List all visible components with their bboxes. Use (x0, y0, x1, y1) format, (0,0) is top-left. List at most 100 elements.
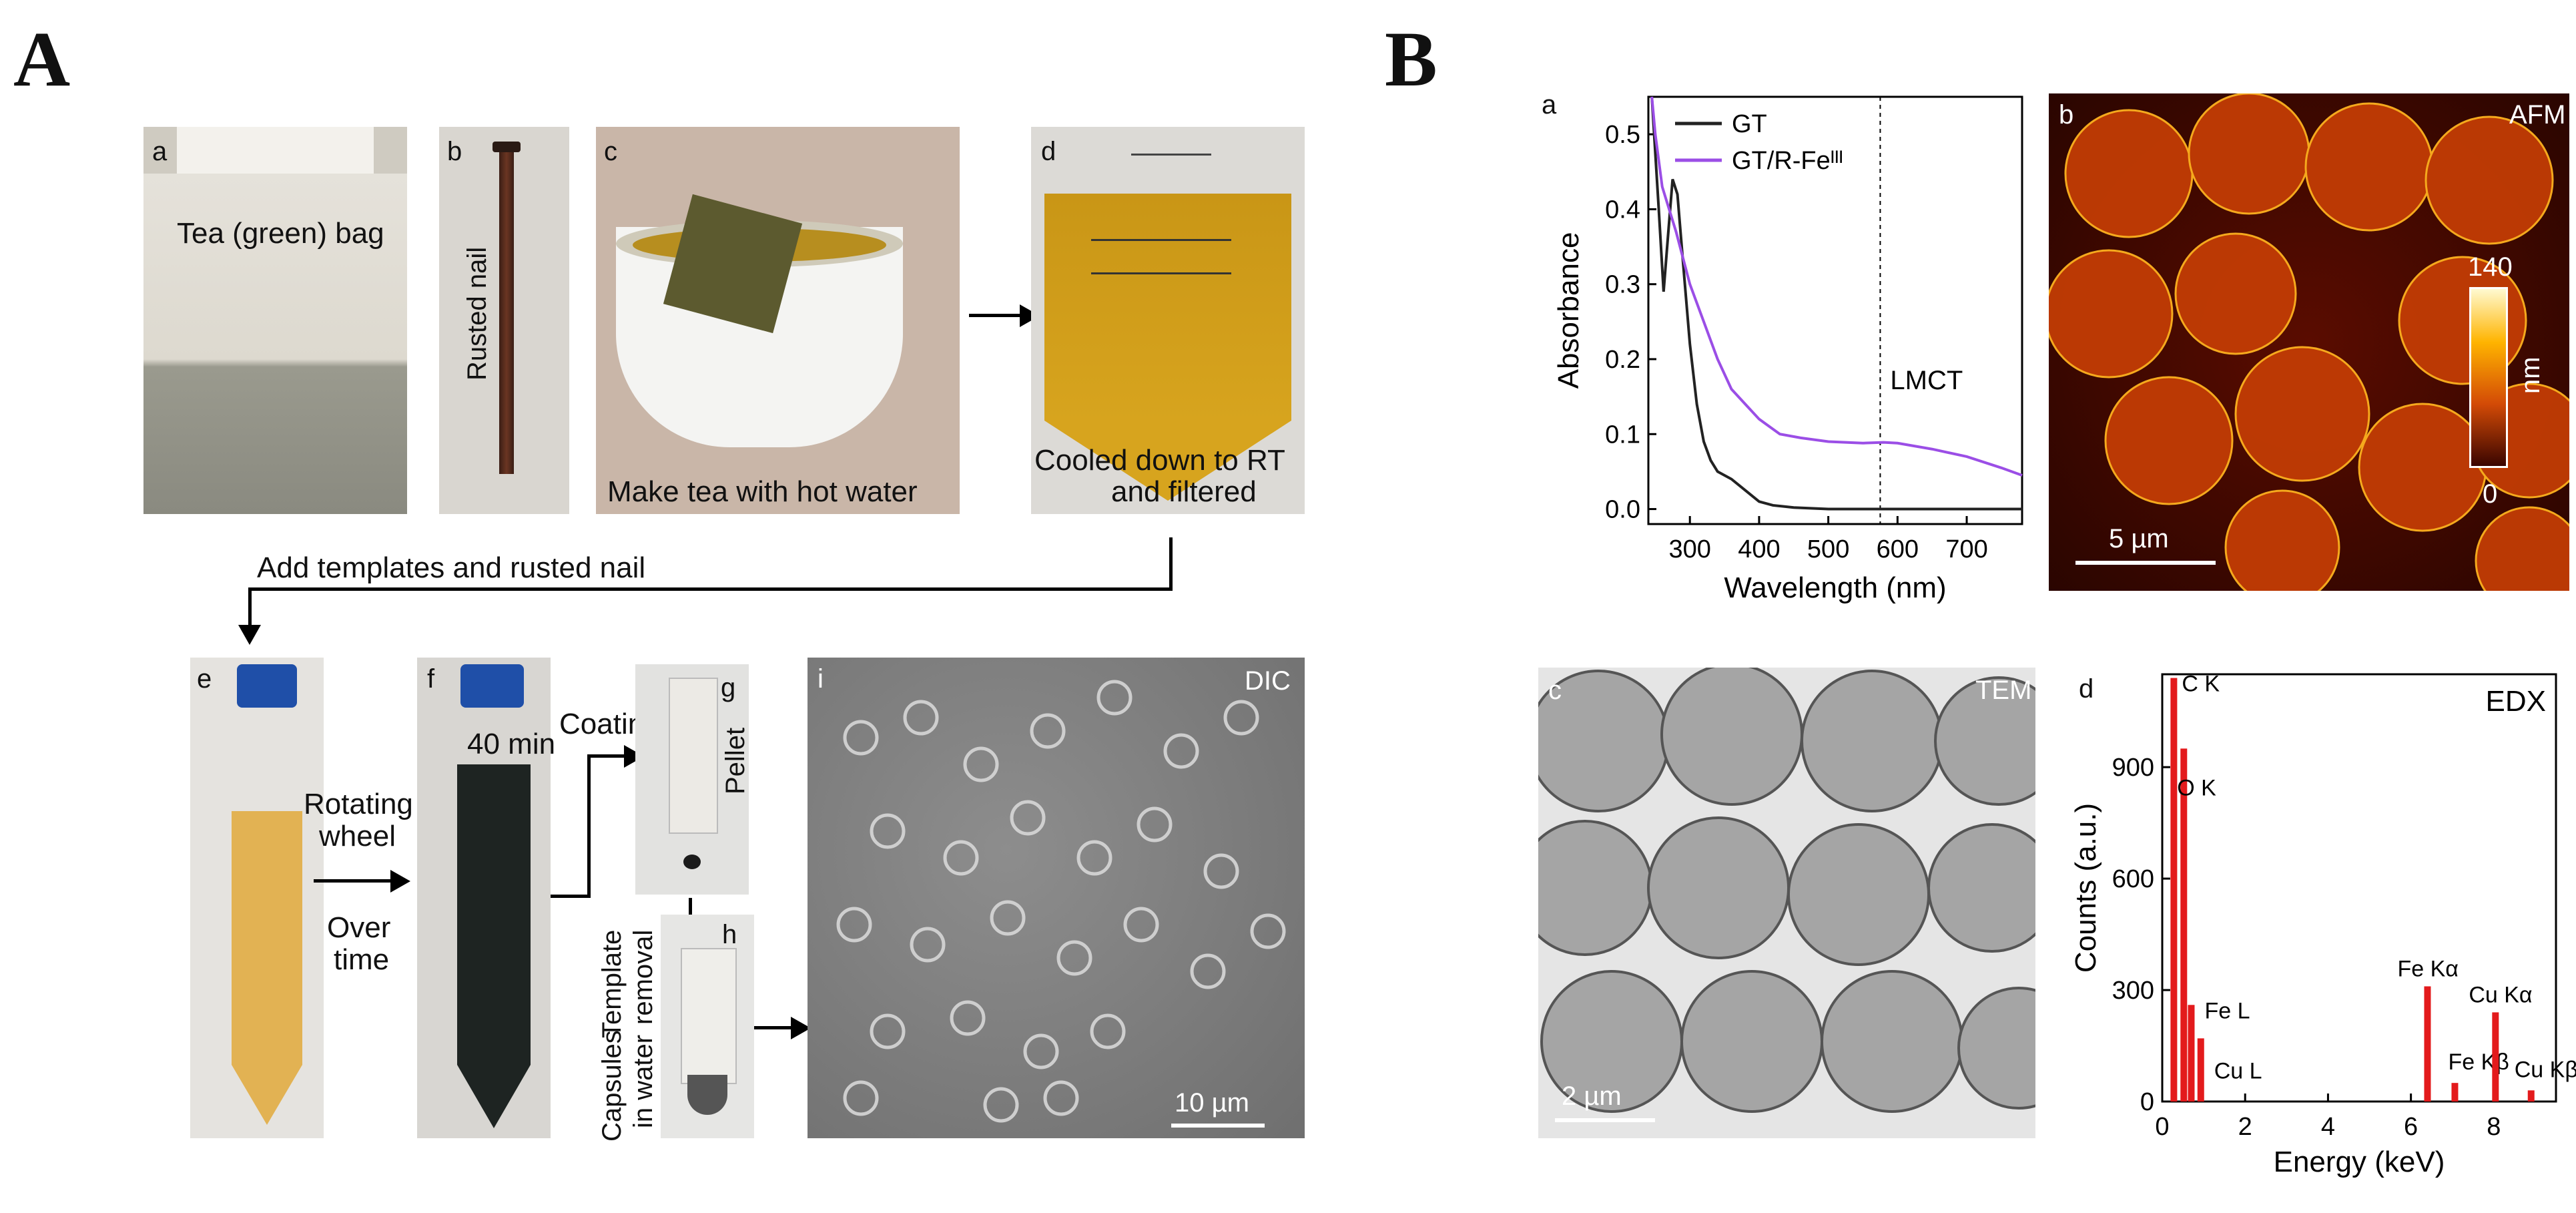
step-add-templates: Add templates and rusted nail (257, 551, 646, 584)
peak-bar-0 (2170, 678, 2178, 1102)
peak-bar-6 (2492, 1012, 2499, 1102)
arrowhead-c-to-d (1020, 304, 1040, 327)
peak-label-3: Cu L (2214, 1058, 2262, 1083)
lmct-annotation: LMCT (1890, 366, 1963, 395)
afm-colorbar-min: 0 (2483, 479, 2498, 509)
panel-letter-a: A (13, 15, 71, 103)
photo-tube-e (190, 658, 324, 1138)
label-wheel: wheel (319, 820, 396, 853)
x-tick-label: 400 (1738, 535, 1780, 563)
series-line-1 (1650, 96, 2023, 477)
peak-label-4: Fe Kα (2397, 956, 2458, 981)
x-tick-label: 300 (1669, 535, 1711, 563)
label-tem: TEM (1975, 676, 2032, 705)
label-f: f (427, 664, 435, 694)
photo-pellet-tube (635, 664, 749, 895)
tem-capsules (1538, 668, 2035, 1113)
photo-tube-f (417, 658, 551, 1138)
scale-bar-dic (1171, 1124, 1265, 1128)
peak-label-5: Fe Kβ (2448, 1049, 2509, 1075)
y-tick-label: 0.4 (1605, 196, 1640, 224)
label-dic: DIC (1245, 666, 1291, 696)
peak-label-0: C K (2182, 672, 2220, 697)
y-tick-label: 0.0 (1605, 496, 1640, 524)
x-tick-label: 0 (2155, 1113, 2169, 1141)
label-over: Over (327, 911, 391, 944)
peak-bar-3 (2197, 1038, 2204, 1102)
label-afm: AFM (2509, 100, 2566, 130)
absorbance-chart: 300 400 500 600 700 0.0 0.1 0.2 0.3 0.4 0.5 Wavelen… (1552, 95, 2023, 604)
micrograph-dic (808, 658, 1305, 1138)
micrograph-afm (2049, 93, 2569, 591)
label-in-water: in water (629, 1034, 658, 1128)
label-b: b (447, 137, 462, 166)
arrow-e-to-f (314, 879, 394, 883)
label-rotating: Rotating (304, 788, 413, 820)
afm-colorbar-max: 140 (2468, 252, 2513, 282)
arrow-c-to-d (969, 314, 1022, 317)
x-tick-label: 700 (1945, 535, 1987, 563)
y-axis-label: Absorbance (1552, 232, 1585, 389)
edx-chart: 0 2 4 6 8 0 300 600 900 Energy (keV) Counts (a.u.)… (2069, 672, 2576, 1178)
label-c: c (604, 137, 617, 166)
photo-filtered-tea (1031, 127, 1305, 514)
label-capsules: Capsules (597, 1030, 627, 1142)
label-40-min: 40 min (467, 728, 556, 760)
label-d: d (1041, 137, 1056, 166)
panel-letter-b: B (1385, 15, 1437, 103)
peak-bar-5 (2451, 1083, 2459, 1102)
label-g: g (721, 673, 736, 702)
y-tick-label: 600 (2112, 865, 2154, 893)
y-tick-label: 0.5 (1605, 121, 1640, 149)
peak-label-1: O K (2177, 775, 2216, 800)
arrowhead-coating (624, 745, 644, 768)
label-pellet: Pellet (721, 727, 750, 794)
arrow-h-to-i (754, 1026, 794, 1029)
scale-bar-tem (1555, 1118, 1655, 1122)
caption-make-tea: Make tea with hot water (607, 475, 918, 508)
x-tick-label: 600 (1877, 535, 1919, 563)
plot-frame (2161, 673, 2557, 1103)
y-tick-label: 300 (2112, 977, 2154, 1005)
chart-title: EDX (2486, 685, 2546, 718)
photo-capsules-tube (661, 915, 754, 1138)
scale-label-afm: 5 µm (2109, 524, 2169, 553)
y-tick-label: 0 (2140, 1088, 2154, 1116)
peak-bar-1 (2180, 748, 2188, 1102)
peak-label-6: Cu Kα (2469, 982, 2532, 1007)
x-tick-label: 4 (2321, 1113, 2335, 1141)
x-tick-label: 500 (1807, 535, 1849, 563)
label-b-panel: b (2059, 100, 2074, 130)
afm-colorbar-unit: nm (2516, 356, 2545, 394)
y-tick-label: 0.3 (1605, 271, 1640, 299)
label-removal: removal (629, 929, 658, 1025)
label-e: e (197, 664, 212, 694)
label-h: h (722, 920, 737, 949)
photo-tea-cup (596, 127, 960, 514)
plot-frame (1647, 95, 2023, 525)
scale-label-dic: 10 µm (1175, 1088, 1249, 1118)
afm-capsules (2049, 93, 2569, 591)
label-chart-d: d (2079, 674, 2094, 704)
x-tick-label: 8 (2487, 1113, 2501, 1141)
legend-label-1: GT/R-Feᴵᴵᴵ (1732, 147, 1843, 175)
legend-label-0: GT (1732, 110, 1767, 138)
label-time: time (334, 943, 390, 976)
caption-tea-bag: Tea (green) bag (177, 217, 384, 250)
y-tick-label: 900 (2112, 754, 2154, 782)
y-axis-label: Counts (a.u.) (2069, 803, 2102, 973)
peak-bar-4 (2424, 986, 2431, 1102)
label-i: i (818, 664, 824, 694)
peak-label-2: Fe L (2204, 998, 2250, 1023)
label-template: Template (597, 929, 627, 1038)
y-tick-label: 0.1 (1605, 421, 1640, 449)
connector-vertical-d (1169, 537, 1173, 591)
connector-horizontal (248, 587, 1173, 591)
peak-bar-2 (2188, 1005, 2195, 1102)
peak-label-7: Cu Kβ (2515, 1057, 2576, 1082)
arrowhead-h-to-i (791, 1017, 811, 1039)
dic-capsules (836, 680, 1286, 1123)
peak-bar-7 (2527, 1090, 2535, 1102)
scale-label-tem: 2 µm (1562, 1081, 1622, 1111)
arrowhead-to-e (238, 625, 261, 645)
